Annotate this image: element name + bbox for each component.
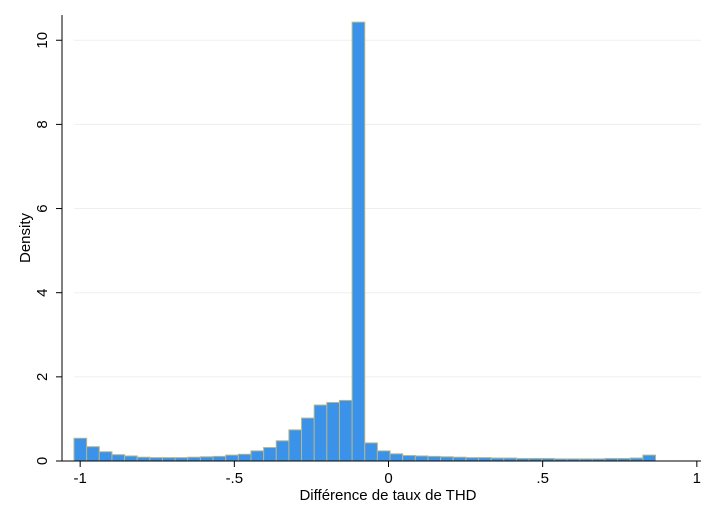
bar-11 (212, 455, 227, 462)
y-tick-label-4: 8 (34, 120, 51, 128)
histogram-bars (73, 21, 657, 462)
x-tick-label-1: -.5 (226, 470, 244, 487)
bar-20 (326, 402, 340, 462)
bar-12 (225, 454, 239, 462)
bar-2 (98, 451, 113, 462)
bar-30 (452, 456, 467, 462)
bar-16 (275, 440, 290, 462)
x-tick-label-3: .5 (536, 470, 549, 487)
x-ticks: -1 -.5 0 .5 1 (73, 461, 701, 487)
x-tick-label-0: -1 (73, 470, 86, 487)
bar-25 (389, 453, 404, 462)
bar-22 (351, 21, 366, 462)
bar-6 (149, 457, 163, 462)
bar-13 (237, 453, 252, 462)
y-tick-label-3: 6 (34, 204, 51, 212)
bar-0 (73, 437, 88, 462)
y-axis-title: Density (17, 212, 34, 263)
bar-19 (313, 404, 328, 462)
bar-14 (250, 450, 265, 462)
x-tick-label-4: 1 (693, 470, 701, 487)
bar-17 (288, 429, 303, 462)
bar-24 (376, 450, 391, 462)
bar-7 (161, 457, 176, 462)
bar-27 (414, 455, 429, 462)
gridlines (74, 39, 701, 378)
bar-26 (402, 455, 416, 462)
bar-18 (301, 417, 315, 462)
bar-21 (338, 399, 353, 462)
y-tick-label-0: 0 (34, 457, 51, 465)
x-tick-label-2: 0 (384, 470, 392, 487)
bar-45 (642, 454, 657, 462)
bar-10 (199, 456, 214, 462)
bar-32 (478, 457, 492, 462)
bar-3 (111, 454, 126, 462)
bar-23 (364, 442, 378, 462)
y-tick-label-5: 10 (34, 32, 51, 49)
x-axis-title: Différence de taux de THD (299, 487, 476, 504)
y-ticks: 0 2 4 6 8 10 (34, 32, 62, 465)
bar-31 (465, 457, 480, 462)
bar-4 (124, 455, 138, 462)
bar-28 (427, 455, 442, 462)
y-tick-label-1: 2 (34, 373, 51, 381)
bar-9 (187, 456, 201, 462)
bar-5 (136, 456, 151, 462)
bar-15 (263, 447, 277, 462)
bar-1 (86, 446, 100, 462)
bar-8 (174, 457, 189, 462)
y-tick-label-2: 4 (34, 289, 51, 297)
bar-29 (440, 456, 454, 462)
